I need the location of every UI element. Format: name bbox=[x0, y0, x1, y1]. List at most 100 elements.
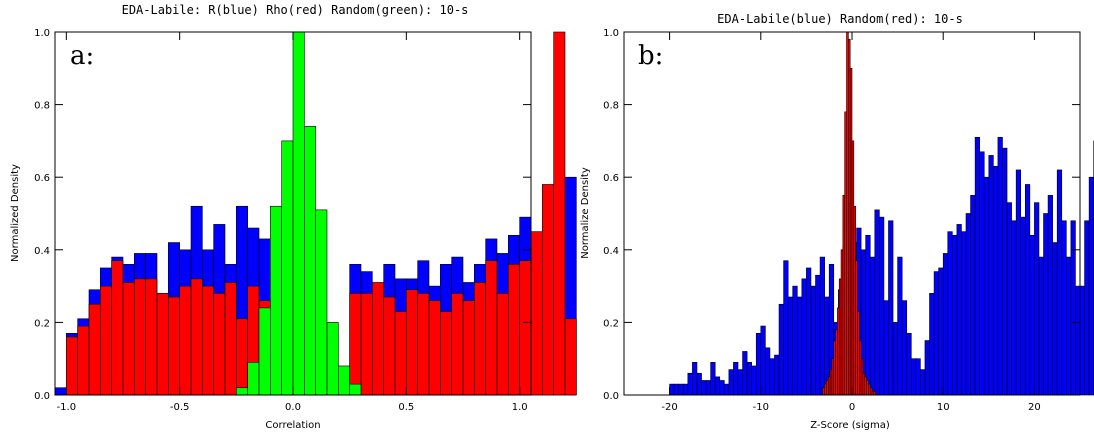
panel-a-ytick-label: 0.8 bbox=[34, 101, 50, 112]
panel-b-series0-bar bbox=[774, 354, 780, 396]
panel-b-series0-bar bbox=[869, 256, 876, 396]
panel-b-xtick-label: 0 bbox=[849, 402, 855, 413]
panel-b-series0-bar bbox=[696, 372, 702, 396]
panel-b-series0-bar bbox=[728, 369, 734, 396]
panel-a-series2-bar bbox=[315, 209, 328, 396]
panel-b-series0-bar bbox=[1038, 256, 1044, 396]
panel-b-series0-bar bbox=[714, 376, 721, 396]
panel-a-series1-bar bbox=[360, 293, 373, 396]
panel-b-series0-bar bbox=[801, 278, 807, 396]
panel-b-xtick-label: 10 bbox=[937, 402, 950, 413]
panel-b-series0-bar bbox=[733, 362, 739, 396]
panel-a-series1-bar bbox=[213, 293, 226, 396]
panel-a-series1-bar bbox=[349, 293, 362, 396]
panel-b-series0-bar bbox=[692, 362, 698, 396]
panel-b-series0-bar bbox=[1047, 195, 1053, 396]
panel-b-series0-bar bbox=[906, 332, 912, 396]
panel-b-series0-bar bbox=[938, 267, 944, 396]
panel-a-ytick-label: 1.0 bbox=[34, 28, 50, 39]
panel-b-series0-bar bbox=[701, 380, 707, 396]
panel-b-ytick-label: 0.8 bbox=[603, 101, 619, 112]
panel-b-series0-bar bbox=[755, 332, 762, 396]
panel-b-series0-bar bbox=[901, 300, 908, 396]
panel-b-ytick-label: 0.2 bbox=[603, 318, 619, 329]
panel-a-series1-bar bbox=[542, 184, 554, 396]
panel-b-series1-bar bbox=[873, 391, 877, 396]
panel-b-series0-bar bbox=[682, 383, 689, 396]
panel-a-series1-bar bbox=[168, 296, 180, 396]
panel-b-series0-bar bbox=[883, 300, 889, 396]
panel-a-xtick-label: 0.5 bbox=[398, 402, 414, 413]
panel-b-series0-bar bbox=[1024, 184, 1031, 396]
panel-b-series0-bar bbox=[1034, 202, 1040, 396]
panel-b-ytick-label: 1.0 bbox=[603, 28, 619, 39]
panel-b-xtick-label: -20 bbox=[661, 402, 677, 413]
panel-b-series0-bar bbox=[915, 358, 921, 396]
panel-b-series0-bar bbox=[710, 362, 716, 396]
panel-b-series0-bar bbox=[965, 213, 971, 396]
panel-a-series2-bar bbox=[326, 322, 339, 396]
panel-b: EDA-Labile(blue) Random(red): 10-s -20 -1… bbox=[580, 12, 1094, 431]
panel-b-series0-bar bbox=[983, 176, 990, 396]
panel-b-series0-bar bbox=[997, 136, 1003, 396]
panel-b-series0-bar bbox=[1029, 234, 1035, 396]
panel-b-series0-bar bbox=[1002, 147, 1008, 396]
panel-b-series0-bar bbox=[1052, 242, 1058, 396]
panel-b-xtick-label: 20 bbox=[1028, 402, 1041, 413]
panel-a-series2-bar bbox=[304, 126, 316, 396]
panel-a-series1-bar bbox=[111, 260, 124, 396]
panel-a-ytick-label: 0.4 bbox=[34, 246, 50, 257]
panel-b-series0-bar bbox=[810, 285, 816, 396]
panel-b-series0-bar bbox=[673, 383, 680, 396]
panel-b-series0-bar bbox=[947, 231, 953, 396]
panel-a-ylabel: Normalized Density bbox=[10, 164, 21, 262]
panel-b-series0-bar bbox=[765, 347, 771, 396]
panel-b-series0-bar bbox=[979, 151, 985, 396]
panel-b-series0-bar bbox=[888, 220, 894, 396]
panel-a-series2-bar bbox=[247, 362, 260, 396]
panel-a-series1-bar bbox=[428, 300, 441, 396]
panel-b-series0-bar bbox=[1043, 213, 1049, 396]
panel-a-series1-bar bbox=[440, 311, 452, 396]
panel-a-series1-bar bbox=[372, 282, 384, 396]
panel-b-series0-bar bbox=[724, 383, 730, 396]
panel-b-series0-bar bbox=[705, 380, 711, 396]
panel-b-series0-bar bbox=[769, 358, 775, 396]
panel-a-series1-bar bbox=[462, 300, 475, 396]
panel-a-series1-bar bbox=[134, 278, 146, 396]
panel-b-series0-bar bbox=[792, 285, 798, 396]
panel-b-series0-bar bbox=[1061, 220, 1067, 396]
panel-a-series1-bar bbox=[179, 285, 192, 396]
panel-b-series0-bar bbox=[865, 234, 871, 396]
panel-a-series1-bar bbox=[394, 311, 407, 396]
panel-b-series0-bar bbox=[952, 234, 958, 396]
panel-b-bars bbox=[669, 31, 1094, 396]
panel-b-series0-bar bbox=[737, 369, 743, 396]
panel-a-series2-bar bbox=[236, 387, 248, 396]
panel-b-series0-bar bbox=[874, 209, 880, 396]
panel-a-series1-bar bbox=[156, 293, 169, 396]
panel-a-series1-bar bbox=[485, 260, 498, 396]
panel-b-series0-bar bbox=[678, 383, 684, 396]
panel-a-series1-bar bbox=[88, 303, 101, 396]
panel-a-series2-bar bbox=[292, 31, 305, 396]
panel-a-series2-bar bbox=[270, 205, 282, 396]
panel-a-series1-bar bbox=[508, 264, 520, 396]
panel-a-series1-bar bbox=[224, 282, 237, 396]
panel-a-series1-bar bbox=[519, 260, 532, 396]
panel-a: EDA-Labile: R(blue) Rho(red) Random(gree… bbox=[10, 3, 577, 431]
panel-a-series1-bar bbox=[564, 318, 577, 396]
panel-b-series0-bar bbox=[669, 383, 675, 396]
panel-a-ytick-label: 0.6 bbox=[34, 173, 50, 184]
panel-b-series0-bar bbox=[806, 267, 812, 396]
panel-b-series0-bar bbox=[787, 296, 794, 396]
panel-a-series1-bar bbox=[553, 31, 566, 396]
panel-a-xlabel: Correlation bbox=[265, 420, 320, 431]
panel-a-xtick-label: -1.0 bbox=[57, 402, 77, 413]
panel-b-series0-bar bbox=[970, 195, 976, 396]
panel-a-ytick-label: 0.2 bbox=[34, 318, 50, 329]
panel-b-series0-bar bbox=[1020, 216, 1026, 396]
panel-b-series0-bar bbox=[924, 340, 930, 396]
panel-b-series0-bar bbox=[819, 256, 825, 396]
